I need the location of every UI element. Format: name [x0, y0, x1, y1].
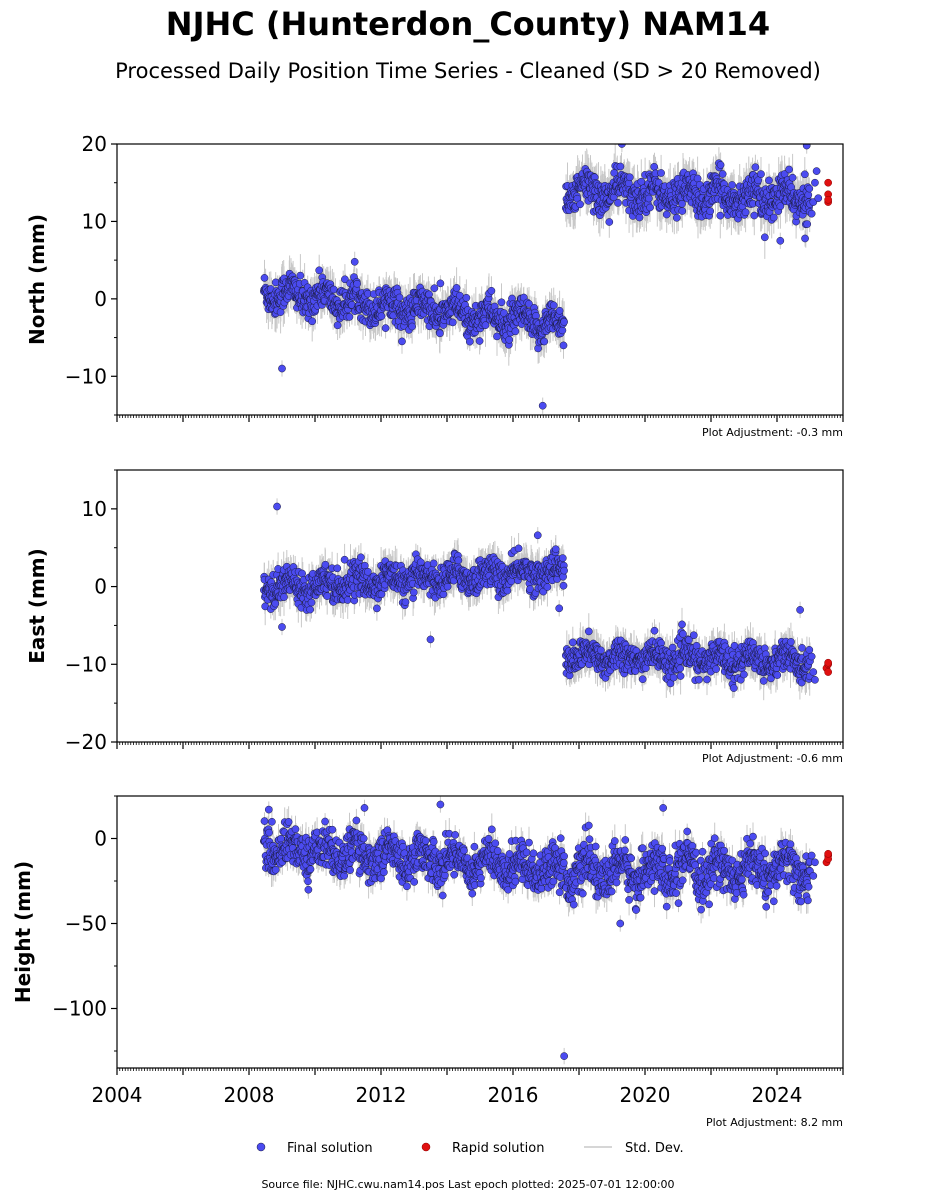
std-dev-bars	[264, 136, 810, 414]
final-point	[354, 280, 361, 287]
outlier-point	[803, 142, 810, 149]
final-point	[436, 330, 443, 337]
final-point	[550, 302, 557, 309]
final-point	[556, 307, 563, 314]
final-point	[729, 181, 736, 188]
final-point	[679, 207, 686, 214]
outlier-point	[801, 235, 808, 242]
final-point	[409, 323, 416, 330]
final-point	[786, 166, 793, 173]
final-point	[617, 163, 624, 170]
final-point	[808, 210, 815, 217]
final-point	[466, 338, 473, 345]
final-point	[717, 161, 724, 168]
final-point	[498, 299, 505, 306]
final-point	[658, 169, 665, 176]
final-point	[297, 272, 304, 279]
final-point	[512, 328, 519, 335]
final-point	[761, 234, 768, 241]
final-point	[382, 325, 389, 332]
figure-subtitle: Processed Daily Position Time Series - C…	[115, 59, 821, 83]
final-point	[752, 164, 759, 171]
final-point	[559, 327, 566, 334]
final-point	[789, 174, 796, 181]
outlier-point	[777, 237, 784, 244]
rapid-point	[825, 196, 832, 203]
rapid-point	[825, 179, 832, 186]
final-point	[506, 336, 513, 343]
final-point	[606, 218, 613, 225]
y-tick-label: 10	[82, 209, 107, 233]
final-point	[561, 318, 568, 325]
final-point	[646, 204, 653, 211]
y-tick-label: 0	[94, 287, 107, 311]
final-point	[463, 294, 470, 301]
plot-area	[260, 136, 831, 414]
final-point	[673, 214, 680, 221]
final-point	[805, 191, 812, 198]
plot-area	[260, 498, 831, 700]
final-point	[638, 178, 645, 185]
final-point	[742, 209, 749, 216]
outlier-point	[437, 280, 444, 287]
final-point	[560, 342, 567, 349]
final-point	[488, 287, 495, 294]
final-point	[663, 211, 670, 218]
final-point	[449, 319, 456, 326]
final-point	[431, 285, 438, 292]
final-point	[813, 168, 820, 175]
final-point	[815, 195, 822, 202]
y-tick-label: 20	[82, 132, 107, 156]
y-tick-label: −10	[65, 364, 107, 388]
final-point	[717, 212, 724, 219]
final-point	[801, 171, 808, 178]
final-point	[806, 185, 813, 192]
final-point	[707, 208, 714, 215]
figure-title: NJHC (Hunterdon_County) NAM14	[166, 5, 770, 43]
final-point	[811, 179, 818, 186]
panels: −10 0 10 20 North (mm) Plot Adjustment: -0.3 …	[11, 132, 843, 1129]
final-point	[476, 337, 483, 344]
final-point	[804, 221, 811, 228]
final-point	[577, 201, 584, 208]
final-point	[719, 170, 726, 177]
final-point	[770, 214, 777, 221]
final-point	[316, 267, 323, 274]
final-point	[651, 163, 658, 170]
final-point	[614, 199, 621, 206]
y-axis-label: North (mm)	[25, 214, 49, 345]
final-point	[751, 212, 758, 219]
final-point	[636, 214, 643, 221]
final-point	[765, 177, 772, 184]
outlier-point	[539, 402, 546, 409]
panel-north: −10 0 10 20 North (mm) Plot Adjustment: -0.3 …	[25, 132, 843, 439]
final-point	[678, 200, 685, 207]
final-point	[378, 313, 385, 320]
final-point	[346, 313, 353, 320]
final-point	[541, 338, 548, 345]
final-point	[453, 284, 460, 291]
final-point	[396, 294, 403, 301]
final-point	[757, 171, 764, 178]
outlier-point	[278, 365, 285, 372]
plot-adjustment: Plot Adjustment: -0.3 mm	[702, 426, 843, 439]
final-point	[351, 258, 358, 265]
final-point	[334, 322, 341, 329]
final-point	[309, 318, 316, 325]
final-point	[626, 174, 633, 181]
final-point	[261, 274, 268, 281]
final-point	[645, 195, 652, 202]
final-point	[398, 338, 405, 345]
